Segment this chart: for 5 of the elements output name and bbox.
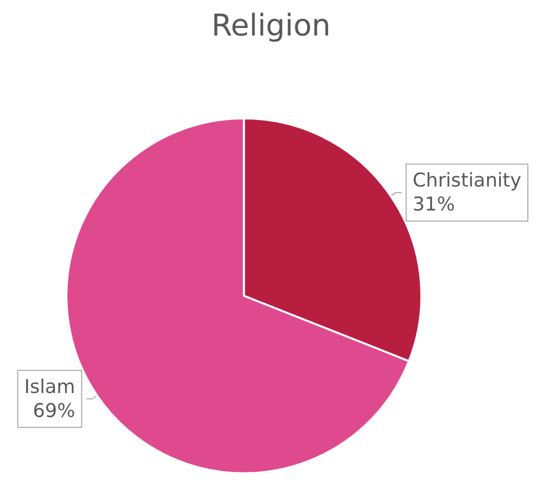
slice-label: Christianity — [412, 170, 522, 192]
data-label: 31% — [412, 194, 455, 216]
slice-label: Islam — [24, 376, 76, 398]
data-label: 69% — [32, 400, 76, 422]
chart-title: Religion — [211, 8, 331, 44]
